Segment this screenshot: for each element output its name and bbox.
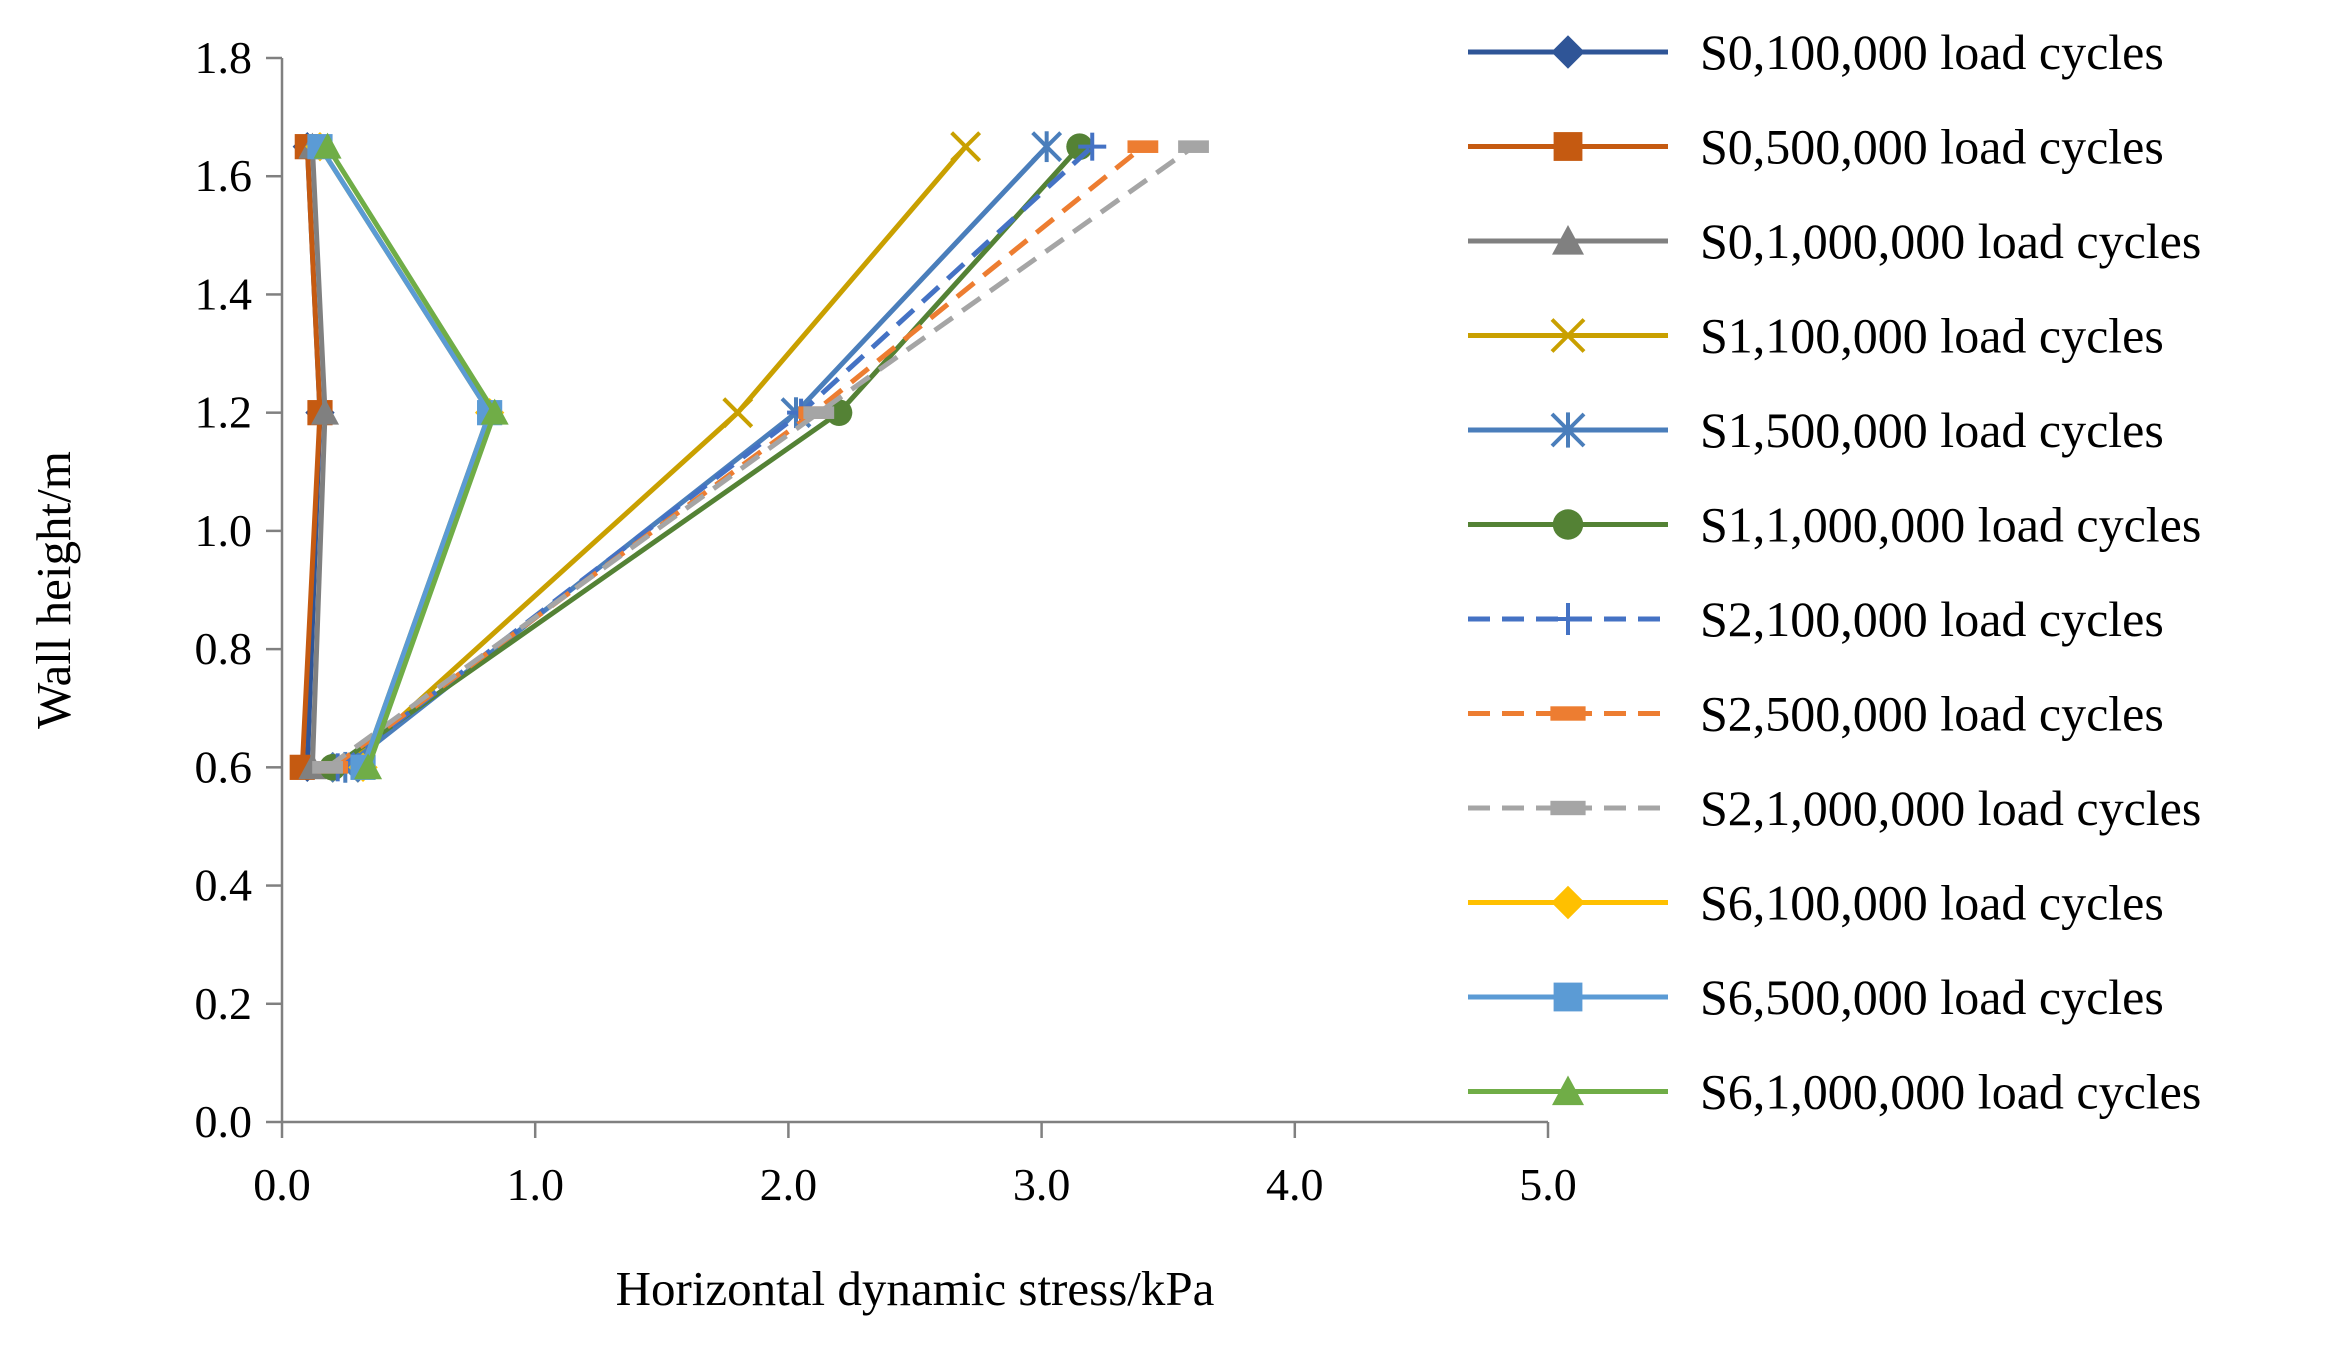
x-tick-label: 5.0 — [1519, 1159, 1577, 1210]
marker-triangle — [354, 753, 383, 780]
marker-diamond — [1551, 35, 1585, 69]
marker-triangle — [1552, 225, 1584, 255]
legend-item-9: S2,1,000,000 load cycles — [1468, 780, 2201, 836]
marker-x-stroke — [722, 397, 754, 429]
x-tick-label: 0.0 — [253, 1159, 311, 1210]
y-tick-label: 0.8 — [195, 623, 253, 674]
y-tick-label: 1.8 — [195, 32, 253, 83]
marker-plus — [1552, 603, 1584, 635]
legend-item-2: S0,500,000 load cycles — [1468, 119, 2164, 175]
series-line-11 — [307, 134, 503, 780]
marker-dash — [1550, 800, 1586, 816]
marker-triangle — [1552, 1075, 1584, 1106]
legend-label: S2,500,000 load cycles — [1700, 686, 2164, 742]
marker-x-stroke — [1550, 318, 1586, 353]
legend: S0,100,000 load cycles S0,500,000 load cy… — [1468, 24, 2201, 1120]
marker-x-stroke — [950, 131, 982, 163]
legend-label: S2,1,000,000 load cycles — [1700, 780, 2201, 836]
legend-item-8: S2,500,000 load cycles — [1468, 686, 2164, 742]
marker-x — [950, 131, 982, 163]
x-tick-label: 1.0 — [506, 1159, 564, 1210]
legend-label: S6,1,000,000 load cycles — [1700, 1064, 2201, 1120]
legend-label: S6,500,000 load cycles — [1700, 969, 2164, 1025]
marker-x — [722, 397, 754, 429]
legend-item-11: S6,500,000 load cycles — [1468, 969, 2164, 1025]
axes-layer: 0.0 0.2 0.4 0.6 0.8 1.0 1.2 1.4 1.6 1.8 0.0 1.0 2.0 3… — [26, 32, 1577, 1316]
x-axis-title: Horizontal dynamic stress/kPa — [616, 1261, 1215, 1316]
y-tick-label: 0.4 — [195, 860, 253, 911]
marker-x — [1550, 318, 1586, 353]
legend-item-12: S6,1,000,000 load cycles — [1468, 1064, 2201, 1120]
legend-item-4: S1,100,000 load cycles — [1468, 308, 2164, 364]
marker-dash — [1127, 140, 1159, 153]
y-tick-label: 0.6 — [195, 741, 253, 792]
legend-item-6: S1,1,000,000 load cycles — [1468, 497, 2201, 553]
marker-triangle — [480, 398, 509, 425]
legend-label: S0,500,000 load cycles — [1700, 119, 2164, 175]
y-tick-label: 1.4 — [195, 268, 253, 319]
x-tick-label: 3.0 — [1013, 1159, 1071, 1210]
legend-label: S1,1,000,000 load cycles — [1700, 497, 2201, 553]
marker-dash — [1178, 140, 1209, 153]
series-line-12 — [313, 132, 509, 780]
marker-plus — [1078, 132, 1107, 161]
series-line-4 — [329, 131, 982, 783]
marker-star — [1550, 412, 1586, 448]
series-layer — [289, 131, 1209, 783]
marker-dash — [312, 761, 343, 774]
y-tick-label: 0.2 — [195, 978, 253, 1029]
x-tick-label: 4.0 — [1266, 1159, 1324, 1210]
x-tick-label: 2.0 — [760, 1159, 818, 1210]
marker-star — [1031, 131, 1063, 163]
legend-label: S2,100,000 load cycles — [1700, 591, 2164, 647]
marker-dash — [1550, 706, 1586, 721]
legend-label: S1,100,000 load cycles — [1700, 308, 2164, 364]
marker-circle — [1552, 509, 1584, 540]
y-tick-label: 1.6 — [195, 150, 253, 201]
legend-label: S1,500,000 load cycles — [1700, 402, 2164, 458]
y-tick-label: 1.0 — [195, 505, 253, 556]
y-axis-title: Wall height/m — [26, 451, 81, 729]
series-line-9 — [312, 140, 1209, 774]
y-tick-label: 1.2 — [195, 387, 253, 438]
marker-diamond — [1551, 885, 1585, 920]
marker-triangle — [311, 398, 340, 425]
marker-square — [1553, 132, 1583, 161]
y-tick-label: 0.0 — [195, 1096, 253, 1147]
legend-item-1: S0,100,000 load cycles — [1468, 24, 2164, 80]
marker-triangle — [313, 132, 342, 159]
legend-item-5: S1,500,000 load cycles — [1468, 402, 2164, 458]
legend-item-10: S6,100,000 load cycles — [1468, 875, 2164, 931]
legend-label: S6,100,000 load cycles — [1700, 875, 2164, 931]
marker-square — [1553, 982, 1583, 1012]
marker-dash — [803, 406, 835, 419]
legend-label: S0,100,000 load cycles — [1700, 24, 2164, 80]
legend-item-3: S0,1,000,000 load cycles — [1468, 213, 2201, 269]
legend-item-7: S2,100,000 load cycles — [1468, 591, 2164, 647]
series-path — [343, 145, 968, 770]
legend-label: S0,1,000,000 load cycles — [1700, 213, 2201, 269]
